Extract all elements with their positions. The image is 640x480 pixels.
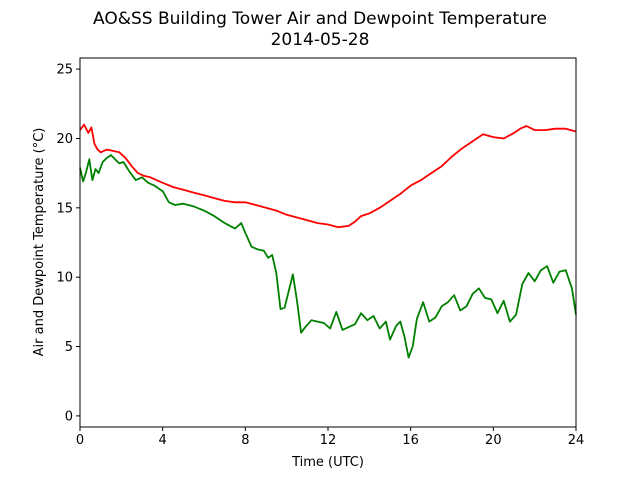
y-tick-label: 20 — [56, 132, 73, 147]
y-axis-label: Air and Dewpoint Temperature (°C) — [32, 128, 47, 357]
x-tick-label: 20 — [485, 433, 502, 448]
y-tick-label: 5 — [65, 340, 73, 355]
y-axis-ticks: 0 5 10 15 20 25 — [56, 63, 80, 424]
y-tick-label: 25 — [56, 63, 73, 78]
x-tick-label: 24 — [568, 433, 585, 448]
x-axis-ticks: 0 4 8 12 16 20 24 — [76, 427, 584, 448]
chart-title: AO&SS Building Tower Air and Dewpoint Te… — [93, 9, 547, 29]
x-tick-label: 16 — [402, 433, 419, 448]
x-tick-label: 0 — [76, 433, 84, 448]
x-tick-label: 8 — [241, 433, 249, 448]
y-tick-label: 10 — [56, 271, 73, 286]
x-axis-label: Time (UTC) — [291, 455, 364, 470]
series-layer — [79, 123, 577, 359]
x-tick-label: 12 — [320, 433, 337, 448]
chart-subtitle: 2014-05-28 — [271, 30, 370, 50]
y-tick-label: 15 — [56, 201, 73, 216]
series-line-0 — [79, 123, 577, 229]
series-line-1 — [79, 154, 577, 359]
x-tick-label: 4 — [159, 433, 167, 448]
y-tick-label: 0 — [65, 409, 73, 424]
